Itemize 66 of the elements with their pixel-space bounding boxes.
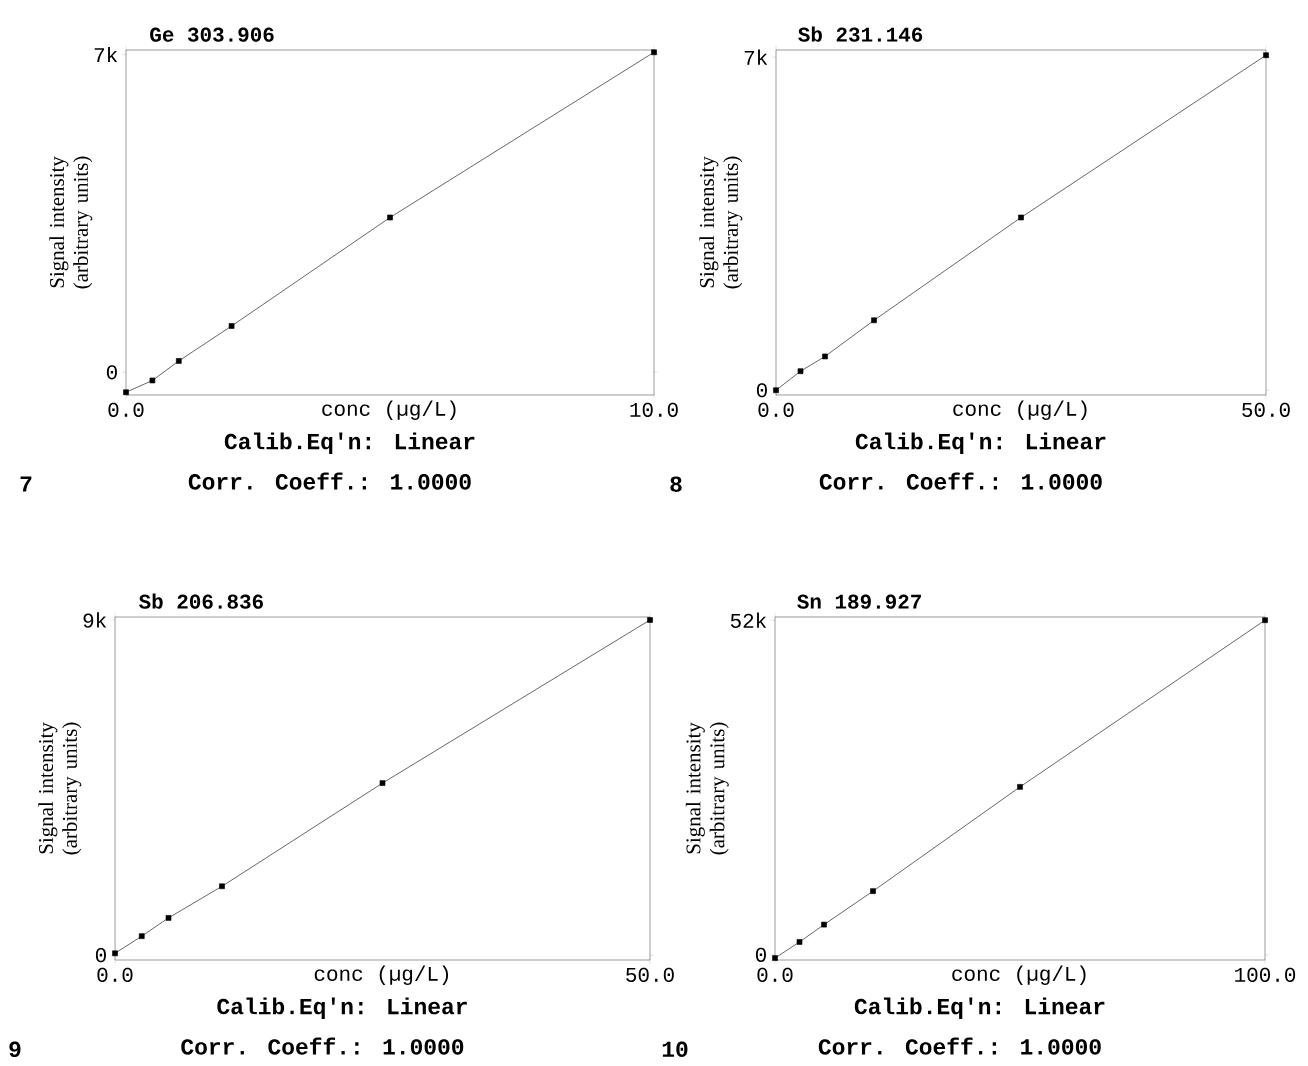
point	[821, 921, 827, 928]
text: Calib.Eq'n: Linear	[224, 432, 475, 454]
point	[112, 950, 118, 957]
text: Calib.Eq'n: Linear	[855, 432, 1106, 454]
y-tick-label: 0	[95, 948, 106, 963]
y-axis-title: Signal intensity (arbitrary units)	[699, 156, 743, 289]
line-series	[773, 52, 1269, 394]
point	[796, 939, 803, 945]
point	[647, 617, 653, 623]
x-tick-label: 10.0	[630, 402, 678, 417]
y-tick-label: 7k	[744, 49, 768, 65]
text: Corr. Coeff.: 1.0000	[818, 1037, 1101, 1055]
text: Calib.Eq'n: Linear	[217, 997, 467, 1019]
x-tick-label: 0.0	[108, 402, 144, 417]
y-axis-title: Signal intensity (arbitrary units)	[38, 722, 82, 855]
point	[797, 368, 804, 374]
point	[1017, 784, 1023, 790]
text: 8	[670, 476, 682, 493]
point	[228, 323, 235, 329]
point	[822, 353, 828, 360]
point	[1263, 52, 1269, 59]
x-tick-label: 0.0	[97, 967, 133, 982]
y-tick-label: 0	[756, 383, 767, 398]
text: Corr. Coeff.: 1.0000	[188, 472, 471, 490]
x-tick-label: 50.0	[626, 967, 674, 982]
point	[379, 780, 386, 786]
point	[870, 888, 876, 894]
chart-title: Sn 189.927	[797, 594, 921, 609]
text: 7	[20, 476, 32, 492]
y-tick-label: 7k	[94, 46, 118, 63]
text: Corr. Coeff.: 1.0000	[819, 472, 1102, 490]
x-tick-label: 0.0	[758, 402, 794, 417]
text: Calib.Eq'n: Linear	[854, 997, 1105, 1019]
point	[871, 317, 877, 324]
text: Corr. Coeff.: 1.0000	[181, 1037, 464, 1055]
chart-title: Sb 206.836	[138, 593, 263, 609]
x-tick-label: 100.0	[1235, 967, 1296, 982]
y-axis-title: Signal intensity (arbitrary units)	[49, 156, 93, 289]
x-axis-title: conc (µg/L)	[953, 400, 1087, 421]
x-axis-title: conc (µg/L)	[322, 400, 456, 421]
x-axis-title: conc (µg/L)	[314, 965, 449, 986]
point	[176, 358, 182, 364]
point	[138, 933, 145, 939]
point	[773, 387, 779, 394]
chart-title: Sb 231.146	[798, 26, 923, 42]
y-tick-label: 0	[755, 947, 766, 962]
x-tick-label: 50.0	[1242, 402, 1290, 417]
point	[651, 49, 657, 56]
point	[123, 389, 129, 396]
point	[1018, 214, 1024, 221]
point	[149, 377, 156, 384]
text: 10	[662, 1041, 688, 1058]
y-tick-label: 52k	[730, 612, 767, 628]
point	[219, 883, 225, 890]
point	[772, 955, 778, 961]
point	[165, 915, 172, 921]
chart-title: Ge 303.906	[150, 27, 274, 42]
x-axis-title: conc (µg/L)	[952, 965, 1086, 986]
y-axis-title: Signal intensity (arbitrary units)	[685, 722, 729, 855]
point	[1262, 617, 1268, 624]
point	[387, 214, 393, 221]
text: 9	[9, 1041, 21, 1058]
y-tick-label: 9k	[83, 612, 107, 628]
y-tick-label: 0	[106, 365, 117, 380]
x-tick-label: 0.0	[757, 967, 793, 982]
line-series	[112, 617, 653, 957]
